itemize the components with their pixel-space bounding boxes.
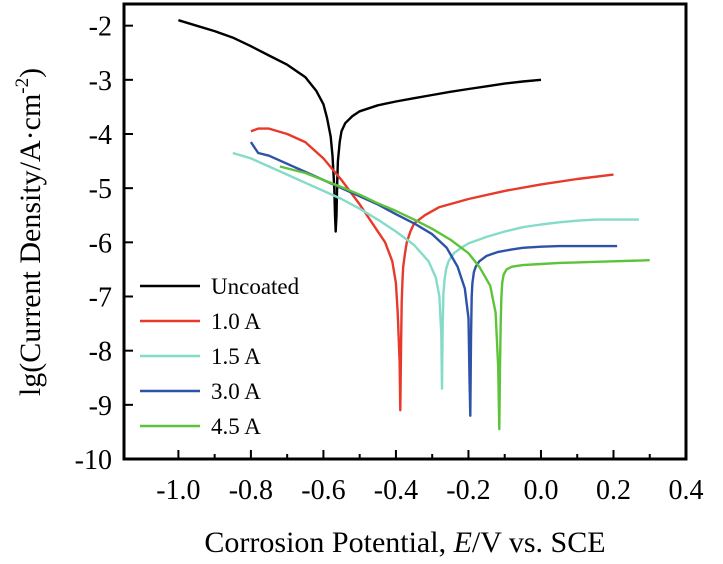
y-tick-label-4: -6	[89, 228, 112, 259]
y-axis-title-pre: lg(Current Density/A·cm	[14, 94, 47, 396]
x-tick-label-5: 0.0	[523, 475, 558, 506]
legend-label-4: 4.5 A	[211, 414, 261, 439]
legend: Uncoated 1.0 A 1.5 A 3.0 A 4.5 A	[140, 274, 300, 439]
series-line-2	[232, 151, 639, 390]
y-axis-title-post: )	[14, 68, 47, 78]
y-tick-label-7: -3	[89, 66, 112, 97]
series-lines	[178, 19, 650, 431]
legend-label-1: 1.0 A	[211, 309, 261, 334]
y-axis-ticks: -10 -9 -8 -7 -6 -5 -4 -3 -2	[75, 12, 133, 476]
legend-label-0: Uncoated	[211, 274, 300, 299]
series-line-4	[279, 165, 650, 431]
x-axis-title: Corrosion Potential, E/V vs. SCE	[204, 526, 605, 559]
y-tick-label-8: -2	[89, 12, 112, 43]
x-tick-label-1: -0.8	[229, 475, 273, 506]
x-axis-title-italic: E	[453, 526, 472, 559]
x-tick-label-3: -0.4	[374, 475, 418, 506]
x-axis-title-pre: Corrosion Potential,	[204, 526, 453, 559]
y-tick-label-3: -7	[89, 283, 112, 314]
y-tick-label-0: -10	[75, 445, 112, 476]
series-line-1	[250, 127, 614, 412]
legend-label-3: 3.0 A	[211, 379, 261, 404]
y-axis-title: lg(Current Density/A·cm-2)	[12, 68, 47, 396]
y-tick-label-1: -9	[89, 391, 112, 422]
x-tick-label-4: -0.2	[446, 475, 490, 506]
legend-label-2: 1.5 A	[211, 344, 261, 369]
series-line-0	[178, 19, 542, 233]
y-tick-label-5: -5	[89, 174, 112, 205]
x-tick-label-0: -1.0	[156, 475, 200, 506]
y-tick-label-6: -4	[89, 120, 112, 151]
x-axis-title-post: /V vs. SCE	[472, 526, 606, 559]
y-tick-label-2: -8	[89, 337, 112, 368]
x-tick-label-7: 0.4	[669, 475, 704, 506]
plot-frame	[122, 2, 688, 461]
x-tick-label-6: 0.2	[596, 475, 631, 506]
x-tick-label-2: -0.6	[301, 475, 345, 506]
y-axis-title-sup: -2	[12, 78, 33, 94]
x-axis-ticks: -1.0 -0.8 -0.6 -0.4 -0.2 0.0 0.2 0.4	[156, 450, 704, 506]
